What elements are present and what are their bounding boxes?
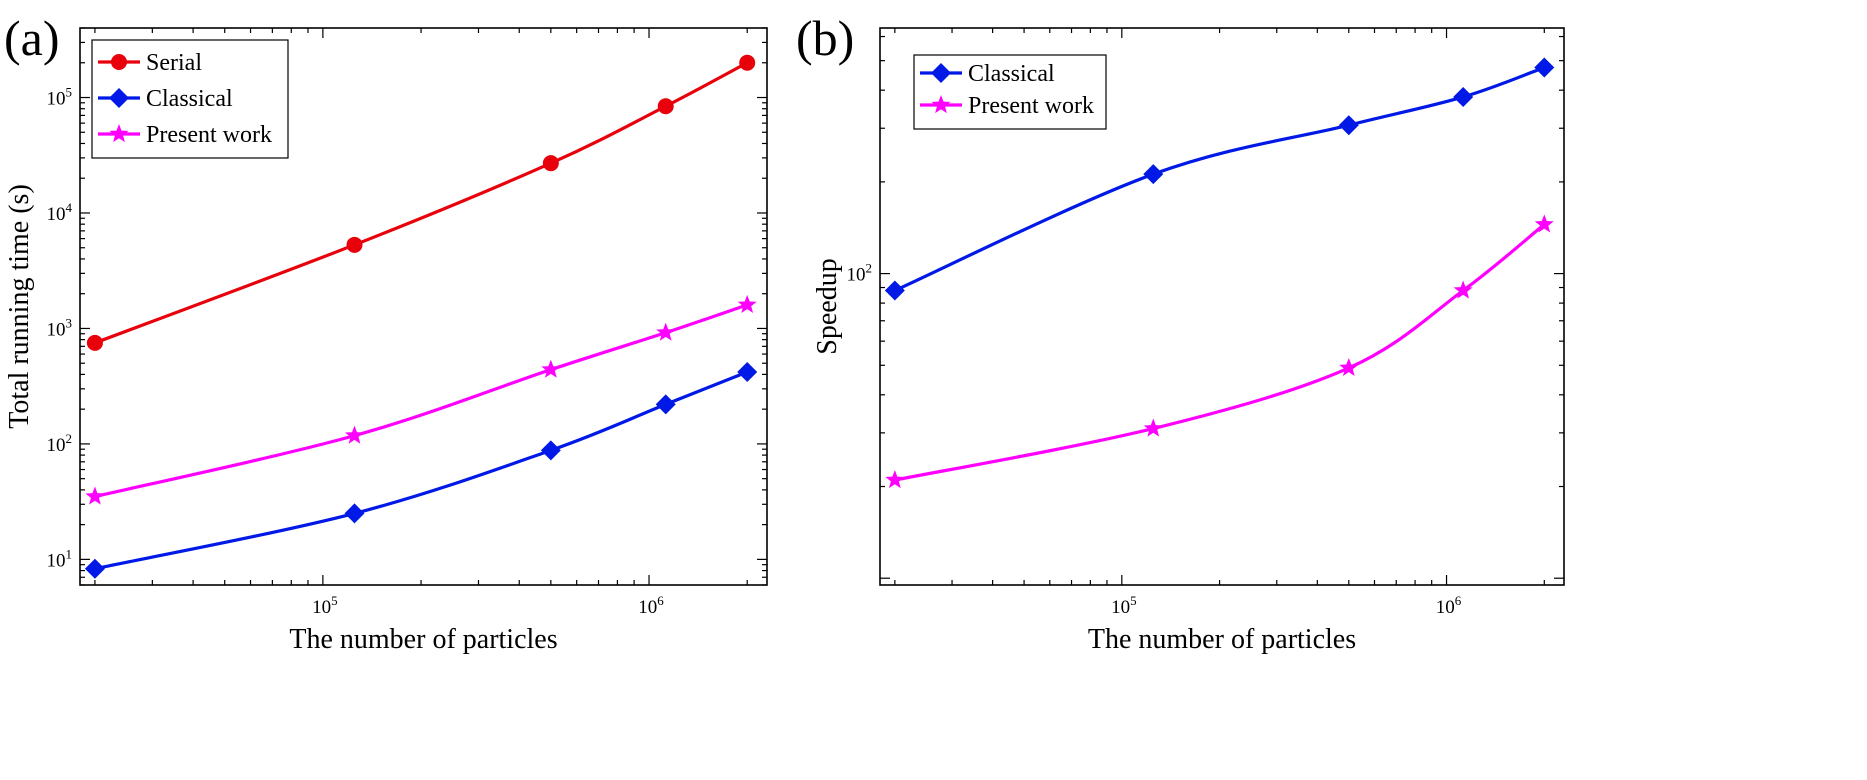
data-point bbox=[86, 334, 103, 351]
y-axis-label: Speedup bbox=[812, 258, 843, 354]
data-point bbox=[1143, 164, 1164, 185]
legend-label: Present work bbox=[968, 93, 1094, 119]
x-tick-label: 106 bbox=[1436, 593, 1462, 618]
x-axis-label: The number of particles bbox=[1088, 624, 1356, 655]
data-point bbox=[85, 486, 105, 505]
y-tick-label: 102 bbox=[847, 261, 873, 286]
data-point bbox=[1534, 214, 1554, 233]
y-tick-label: 104 bbox=[47, 200, 73, 225]
y-tick-label: 102 bbox=[47, 431, 73, 456]
data-point bbox=[885, 470, 905, 489]
data-point bbox=[1453, 86, 1474, 107]
data-point bbox=[84, 558, 105, 579]
legend-marker bbox=[111, 54, 127, 70]
legend-marker bbox=[931, 95, 951, 114]
y-axis-label: Total running time (s) bbox=[4, 184, 35, 429]
series-present-work bbox=[85, 294, 757, 505]
data-point bbox=[542, 155, 559, 172]
data-point bbox=[884, 280, 905, 301]
legend-marker bbox=[109, 88, 129, 108]
panel-label: (a) bbox=[4, 10, 60, 66]
legend-label: Classical bbox=[146, 86, 233, 112]
data-point bbox=[1143, 418, 1163, 437]
data-point bbox=[737, 361, 758, 382]
series-serial bbox=[86, 54, 756, 351]
legend-label: Serial bbox=[146, 50, 202, 76]
data-point bbox=[739, 54, 756, 71]
data-point bbox=[346, 236, 363, 253]
y-tick-label: 105 bbox=[47, 85, 73, 110]
series-classical bbox=[84, 361, 758, 579]
data-point bbox=[655, 394, 676, 415]
x-tick-label: 105 bbox=[1111, 593, 1137, 618]
data-point bbox=[344, 425, 364, 444]
plot-frame bbox=[879, 27, 1565, 586]
data-point bbox=[1338, 115, 1359, 136]
data-point bbox=[737, 294, 757, 313]
legend-label: Present work bbox=[146, 122, 272, 148]
legend-marker bbox=[109, 124, 129, 143]
data-point bbox=[344, 503, 365, 524]
series-line bbox=[894, 223, 1546, 482]
legend-label: Classical bbox=[968, 61, 1055, 87]
series-present-work bbox=[885, 214, 1554, 489]
data-point bbox=[541, 359, 561, 378]
data-point bbox=[657, 98, 674, 115]
plot-frame bbox=[79, 27, 768, 586]
data-point bbox=[1453, 280, 1473, 299]
y-tick-label: 101 bbox=[47, 546, 73, 571]
series-line bbox=[894, 65, 1545, 292]
x-tick-label: 105 bbox=[312, 593, 338, 618]
legend: Serial Classical Present work bbox=[91, 39, 289, 159]
y-tick-label: 103 bbox=[47, 315, 73, 340]
data-point bbox=[1339, 357, 1359, 377]
data-point bbox=[656, 322, 676, 341]
data-point bbox=[540, 440, 561, 461]
panel-label: (b) bbox=[796, 10, 854, 66]
legend-marker bbox=[931, 63, 951, 83]
series-line bbox=[94, 370, 748, 571]
legend: Classical Present work bbox=[913, 54, 1107, 130]
legend-box bbox=[913, 54, 1107, 130]
x-tick-label: 106 bbox=[638, 593, 664, 618]
data-point bbox=[1534, 57, 1555, 78]
chart-panel-b: (b) 105 106 102 The number of particles Speed… bbox=[796, 10, 1565, 655]
series-classical bbox=[884, 57, 1555, 301]
chart-panel-a: (a) 105 106 101 102 103 104 105 The number of pa… bbox=[4, 10, 768, 655]
series-line bbox=[94, 303, 748, 499]
x-axis-label: The number of particles bbox=[289, 624, 557, 655]
